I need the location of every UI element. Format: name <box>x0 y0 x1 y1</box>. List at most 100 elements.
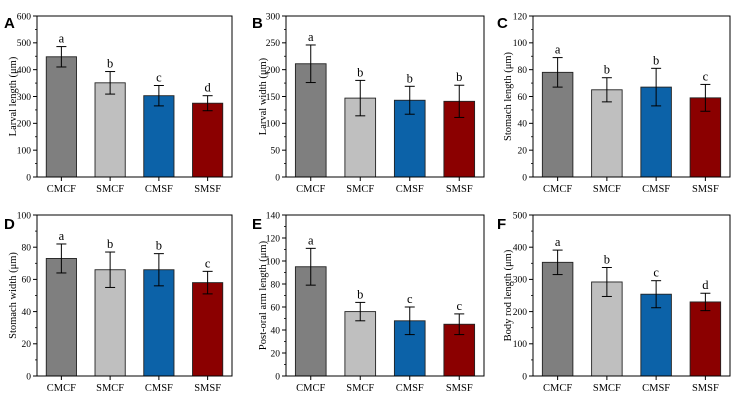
y-tick-label: 80 <box>271 280 281 290</box>
significance-label: a <box>555 235 561 249</box>
panel-letter: B <box>252 15 263 32</box>
y-tick-label: 200 <box>513 308 528 318</box>
x-tick-label: CMCF <box>296 383 325 394</box>
panel-letter: D <box>4 216 15 233</box>
panel-letter: E <box>252 216 262 233</box>
significance-label: c <box>205 256 211 270</box>
significance-label: a <box>308 233 314 247</box>
bar-cmcf <box>45 56 77 178</box>
x-tick-label: SMSF <box>194 383 221 394</box>
y-axis-title: Larval length (μm) <box>8 56 19 136</box>
plot-frame <box>36 214 233 377</box>
y-tick-label: 200 <box>17 120 32 130</box>
bar-smcf <box>591 281 623 377</box>
panel-letter: A <box>4 15 15 32</box>
y-tick-label: 60 <box>22 276 32 286</box>
x-tick-label: SMCF <box>346 383 374 394</box>
significance-label: b <box>407 71 413 85</box>
y-tick-label: 0 <box>522 173 527 183</box>
plot-frame <box>36 15 233 178</box>
y-tick-label: 400 <box>17 66 32 76</box>
significance-label: c <box>156 70 162 84</box>
panel-c: C 0 20 40 60 80 100 120 Stomach length (μm) a CMCF… <box>497 12 731 195</box>
y-tick-label: 40 <box>22 308 32 318</box>
panel-d: D 0 20 40 60 80 100 Stomach width (μm) a CMCF b SMC… <box>4 211 233 394</box>
y-tick-label: 20 <box>22 340 32 350</box>
significance-label: c <box>407 292 413 306</box>
y-tick-label: 600 <box>17 12 32 22</box>
x-tick-label: SMCF <box>96 184 124 195</box>
y-tick-label: 150 <box>266 93 281 103</box>
bar-cmsf <box>143 95 175 178</box>
x-tick-label: SMSF <box>692 383 719 394</box>
y-axis-title: Larval width (μm) <box>258 57 269 135</box>
significance-label: d <box>702 278 709 292</box>
significance-label: b <box>357 287 363 301</box>
significance-label: a <box>59 229 65 243</box>
plot-frame <box>532 15 731 178</box>
y-tick-label: 500 <box>513 211 528 221</box>
x-tick-label: SMSF <box>194 184 221 195</box>
significance-label: b <box>456 70 462 84</box>
panel-a: A 0 100 200 300 400 500 600 Larval length (μm) a C… <box>4 12 233 195</box>
y-tick-label: 0 <box>26 173 31 183</box>
y-axis-title: Stomach length (μm) <box>503 51 514 141</box>
x-tick-label: CMCF <box>47 184 76 195</box>
x-tick-label: CMSF <box>642 184 670 195</box>
y-axis-title: Stomach width (μm) <box>8 252 19 339</box>
y-tick-label: 40 <box>518 120 528 130</box>
bar-cmcf <box>45 258 77 377</box>
y-tick-label: 60 <box>518 93 528 103</box>
y-tick-label: 20 <box>518 146 528 156</box>
bar-cmcf <box>541 71 574 178</box>
y-tick-label: 100 <box>513 39 528 49</box>
x-tick-label: SMSF <box>692 184 719 195</box>
y-tick-label: 120 <box>266 234 281 244</box>
panel-f: F 0 100 200 300 400 500 Body rod length (μm) a CM… <box>497 211 731 394</box>
x-tick-label: CMSF <box>145 383 173 394</box>
bar-cmcf <box>541 261 574 377</box>
significance-label: b <box>604 252 610 266</box>
x-tick-label: CMCF <box>543 184 572 195</box>
panel-letter: C <box>497 15 508 32</box>
y-tick-label: 80 <box>518 66 528 76</box>
y-tick-label: 50 <box>271 146 281 156</box>
y-tick-label: 20 <box>271 349 281 359</box>
x-tick-label: SMSF <box>446 184 473 195</box>
x-tick-label: CMCF <box>543 383 572 394</box>
x-tick-label: SMCF <box>593 184 621 195</box>
x-tick-label: CMSF <box>145 184 173 195</box>
x-tick-label: SMCF <box>593 383 621 394</box>
bar-smsf <box>192 282 224 377</box>
x-tick-label: CMCF <box>47 383 76 394</box>
y-axis-title: Post-oral arm length (μm) <box>258 240 269 350</box>
significance-label: c <box>653 266 659 280</box>
y-tick-label: 100 <box>513 340 528 350</box>
y-tick-label: 250 <box>266 39 281 49</box>
y-tick-label: 60 <box>271 303 281 313</box>
bar-smcf <box>94 82 126 178</box>
y-tick-label: 300 <box>513 276 528 286</box>
panel-letter: F <box>497 216 506 233</box>
bar-smsf <box>192 102 224 178</box>
x-tick-label: SMCF <box>346 184 374 195</box>
significance-label: a <box>308 30 314 44</box>
y-axis-title: Body rod length (μm) <box>503 249 514 341</box>
y-tick-label: 0 <box>522 372 527 382</box>
significance-label: d <box>205 81 212 95</box>
y-tick-label: 200 <box>266 66 281 76</box>
y-tick-label: 0 <box>275 372 280 382</box>
y-tick-label: 500 <box>17 39 32 49</box>
plot-frame <box>285 15 485 178</box>
significance-label: a <box>59 32 65 46</box>
y-tick-label: 100 <box>266 257 281 267</box>
x-tick-label: CMSF <box>642 383 670 394</box>
panel-e: E 0 20 40 60 80 100 120 140 Post-oral arm length … <box>252 211 485 394</box>
significance-label: b <box>604 63 610 77</box>
y-tick-label: 40 <box>271 326 281 336</box>
x-tick-label: CMCF <box>296 184 325 195</box>
bar-smcf <box>591 89 623 178</box>
x-tick-label: SMCF <box>96 383 124 394</box>
y-tick-label: 80 <box>22 244 32 254</box>
